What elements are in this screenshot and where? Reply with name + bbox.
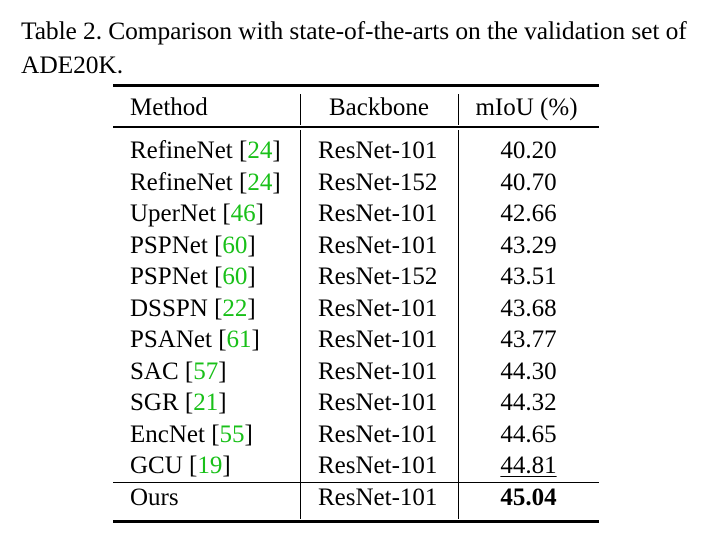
citation-link[interactable]: 57 xyxy=(193,357,219,385)
miou-cell: 40.70 xyxy=(500,168,557,196)
backbone-cell: ResNet-101 xyxy=(318,452,438,479)
miou-cell: 44.65 xyxy=(500,420,557,448)
method-cell: SGR [21] xyxy=(130,389,227,416)
table-row: RefineNet [24] ResNet-101 40.20 xyxy=(113,135,599,166)
citation-link[interactable]: 24 xyxy=(247,137,273,164)
method-cell: PSPNet [60] xyxy=(130,231,256,259)
table-caption: Table 2. Comparison with state-of-the-ar… xyxy=(21,14,701,82)
table-row: EncNet [55] ResNet-101 44.65 xyxy=(113,419,599,450)
citation-link[interactable]: 61 xyxy=(226,326,252,353)
miou-cell: 44.32 xyxy=(500,389,557,416)
citation-link[interactable]: 19 xyxy=(197,452,223,479)
citation-link[interactable]: 60 xyxy=(222,231,248,259)
method-cell: RefineNet [24] xyxy=(130,168,281,196)
body-divider-2 xyxy=(458,130,459,519)
miou-cell: 43.77 xyxy=(500,326,557,353)
table-row: SGR [21] ResNet-101 44.32 xyxy=(113,387,599,418)
backbone-cell: ResNet-101 xyxy=(318,137,438,164)
miou-cell-second-best: 44.81 xyxy=(500,452,557,479)
caption-line-1: Table 2. Comparison with state-of-the-ar… xyxy=(21,16,687,45)
miou-cell: 43.51 xyxy=(500,263,557,290)
citation-link[interactable]: 24 xyxy=(247,168,273,196)
method-cell: SAC [57] xyxy=(130,357,227,385)
backbone-cell: ResNet-101 xyxy=(318,294,438,322)
table-row: UperNet [46] ResNet-101 42.66 xyxy=(113,198,599,229)
backbone-cell: ResNet-101 xyxy=(318,389,438,416)
header-backbone: Backbone xyxy=(329,94,429,121)
backbone-cell: ResNet-101 xyxy=(318,200,438,227)
caption-line-2: ADE20K. xyxy=(21,50,123,79)
citation-link[interactable]: 46 xyxy=(230,200,256,227)
method-cell: GCU [19] xyxy=(130,452,231,479)
method-cell: PSPNet [60] xyxy=(130,263,256,290)
table-row: DSSPN [22] ResNet-101 43.68 xyxy=(113,293,599,324)
table-header-row: Method Backbone mIoU (%) xyxy=(113,92,599,123)
table-top-rule xyxy=(113,84,599,87)
citation-link[interactable]: 55 xyxy=(219,420,245,448)
miou-cell: 43.68 xyxy=(500,294,557,322)
method-cell: RefineNet [24] xyxy=(130,137,281,164)
backbone-cell: ResNet-152 xyxy=(318,168,438,196)
table-header-rule xyxy=(113,126,599,128)
ours-separator-rule xyxy=(113,482,599,483)
backbone-cell: ResNet-101 xyxy=(318,420,438,448)
table-row: PSANet [61] ResNet-101 43.77 xyxy=(113,324,599,355)
header-method: Method xyxy=(130,94,208,121)
table-row: GCU [19] ResNet-101 44.81 xyxy=(113,450,599,481)
table-row: PSPNet [60] ResNet-152 43.51 xyxy=(113,261,599,292)
table-row: SAC [57] ResNet-101 44.30 xyxy=(113,356,599,387)
method-cell: DSSPN [22] xyxy=(130,294,256,322)
body-divider-1 xyxy=(300,130,301,519)
miou-cell-best: 45.04 xyxy=(500,484,557,511)
method-cell: UperNet [46] xyxy=(130,200,264,227)
method-cell: PSANet [61] xyxy=(130,326,260,353)
backbone-cell: ResNet-101 xyxy=(318,326,438,353)
backbone-cell: ResNet-101 xyxy=(318,231,438,259)
backbone-cell-ours: ResNet-101 xyxy=(318,484,438,511)
miou-cell: 43.29 xyxy=(500,231,557,259)
citation-link[interactable]: 60 xyxy=(222,263,248,290)
header-divider-1 xyxy=(300,94,301,125)
table-row: RefineNet [24] ResNet-152 40.70 xyxy=(113,167,599,198)
backbone-cell: ResNet-101 xyxy=(318,357,438,385)
miou-cell: 44.30 xyxy=(500,357,557,385)
header-miou: mIoU (%) xyxy=(475,94,578,121)
header-divider-2 xyxy=(458,94,459,125)
method-cell: EncNet [55] xyxy=(130,420,253,448)
method-cell-ours: Ours xyxy=(130,484,179,511)
table-bottom-rule xyxy=(113,520,599,523)
backbone-cell: ResNet-152 xyxy=(318,263,438,290)
miou-cell: 42.66 xyxy=(500,200,557,227)
miou-cell: 40.20 xyxy=(500,137,557,164)
table-row: PSPNet [60] ResNet-101 43.29 xyxy=(113,230,599,261)
table-row-ours: Ours ResNet-101 45.04 xyxy=(113,482,599,513)
citation-link[interactable]: 21 xyxy=(193,389,219,416)
citation-link[interactable]: 22 xyxy=(222,294,248,322)
